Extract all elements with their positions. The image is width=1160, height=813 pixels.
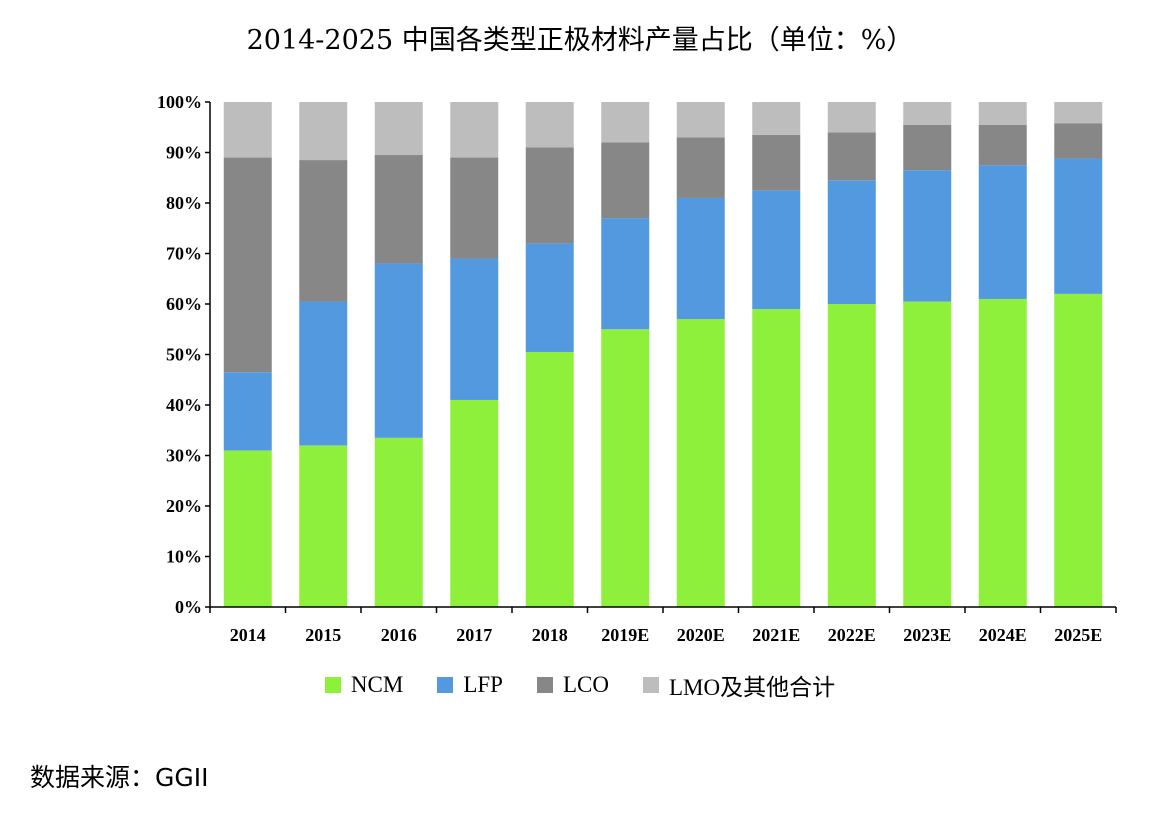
legend-swatch [642, 677, 659, 693]
y-tick-label: 90% [166, 143, 202, 163]
y-tick-label: 80% [166, 193, 202, 213]
y-tick-label: 70% [166, 244, 202, 264]
bar-lmo-2021e [752, 102, 801, 135]
y-tick-label: 10% [166, 547, 202, 567]
x-tick-label: 2024E [979, 625, 1027, 645]
bar-ncm-2014 [223, 450, 272, 607]
bar-lco-2015 [299, 160, 348, 302]
bar-lco-2016 [374, 155, 423, 264]
x-tick-label: 2019E [601, 625, 649, 645]
bar-lmo-2022e [827, 102, 876, 133]
bar-lfp-2021e [752, 190, 801, 310]
legend-item: LFP [437, 668, 503, 702]
bar-lfp-2014 [223, 372, 272, 451]
y-tick-label: 100% [157, 92, 202, 112]
bars-layer [223, 102, 1103, 607]
bar-lfp-2018 [525, 243, 574, 352]
bar-ncm-2020e [676, 319, 725, 607]
legend-swatch [536, 677, 553, 693]
bar-lmo-2023e [903, 102, 952, 125]
x-tick-label: 2025E [1054, 625, 1102, 645]
bar-lfp-2025e [1054, 158, 1103, 294]
bar-ncm-2021e [752, 309, 801, 607]
bar-lfp-2022e [827, 180, 876, 304]
bar-ncm-2024e [978, 298, 1027, 607]
bar-lmo-2019e [601, 102, 650, 143]
bar-ncm-2016 [374, 437, 423, 607]
x-tick-label: 2017 [456, 625, 492, 645]
bar-lfp-2019e [601, 218, 650, 330]
chart-title: 2014-2025 中国各类型正极材料产量占比（单位：%） [246, 25, 914, 56]
y-tick-label: 50% [166, 345, 202, 365]
bar-lmo-2015 [299, 102, 348, 161]
bar-lfp-2023e [903, 170, 952, 302]
legend-label: LMO及其他合计 [668, 675, 836, 700]
x-tick-label: 2016 [381, 625, 417, 645]
bar-lco-2017 [450, 157, 499, 259]
x-tick-label: 2022E [828, 625, 876, 645]
bar-ncm-2022e [827, 304, 876, 607]
data-source-note: 数据来源：GGII [30, 763, 209, 792]
bar-lco-2023e [903, 124, 952, 171]
bar-lco-2024e [978, 124, 1027, 166]
bar-ncm-2017 [450, 399, 499, 607]
bar-lco-2018 [525, 147, 574, 244]
y-tick-label: 30% [166, 446, 202, 466]
bar-lmo-2018 [525, 102, 574, 148]
bar-lco-2020e [676, 137, 725, 198]
bar-lco-2014 [223, 157, 272, 373]
bar-lfp-2024e [978, 165, 1027, 299]
x-tick-label: 2018 [532, 625, 568, 645]
bar-lco-2025e [1054, 123, 1103, 159]
bar-lfp-2020e [676, 197, 725, 320]
legend-label: LCO [562, 672, 609, 697]
bar-lfp-2017 [450, 258, 499, 400]
axes-layer: 0% 10% 20% 30% 40% 50% 60% 70% 80% 90% 100% 2014 201… [157, 92, 1117, 645]
bar-lmo-2017 [450, 102, 499, 158]
bar-ncm-2018 [525, 351, 574, 607]
bar-lfp-2016 [374, 263, 423, 438]
chart-legend: NCM LFP LCO LMO及其他合计 [0, 668, 1160, 702]
bar-lmo-2024e [978, 102, 1027, 125]
x-tick-label: 2015 [305, 625, 341, 645]
bar-ncm-2019e [601, 329, 650, 607]
bar-ncm-2015 [299, 445, 348, 607]
y-tick-label: 40% [166, 395, 202, 415]
x-tick-label: 2023E [903, 625, 951, 645]
legend-item: LCO [536, 668, 609, 702]
bar-lfp-2015 [299, 301, 348, 446]
bar-ncm-2023e [903, 301, 952, 607]
legend-swatch [324, 677, 341, 693]
legend-item: LMO及其他合计 [642, 668, 836, 702]
x-tick-label: 2020E [677, 625, 725, 645]
bar-lco-2021e [752, 134, 801, 191]
legend-label: LFP [463, 672, 503, 697]
x-tick-label: 2021E [752, 625, 800, 645]
legend-item: NCM [324, 668, 404, 702]
legend-label: NCM [350, 672, 404, 697]
legend-swatch [437, 677, 454, 693]
bar-lco-2022e [827, 132, 876, 181]
bar-lmo-2020e [676, 102, 725, 138]
x-tick-label: 2014 [230, 625, 266, 645]
bar-ncm-2025e [1054, 293, 1103, 607]
y-tick-label: 0% [175, 597, 202, 617]
bar-lmo-2025e [1054, 102, 1103, 124]
bar-lmo-2014 [223, 102, 272, 158]
y-tick-label: 60% [166, 294, 202, 314]
y-tick-label: 20% [166, 496, 202, 516]
bar-lmo-2016 [374, 102, 423, 156]
bar-lco-2019e [601, 142, 650, 219]
